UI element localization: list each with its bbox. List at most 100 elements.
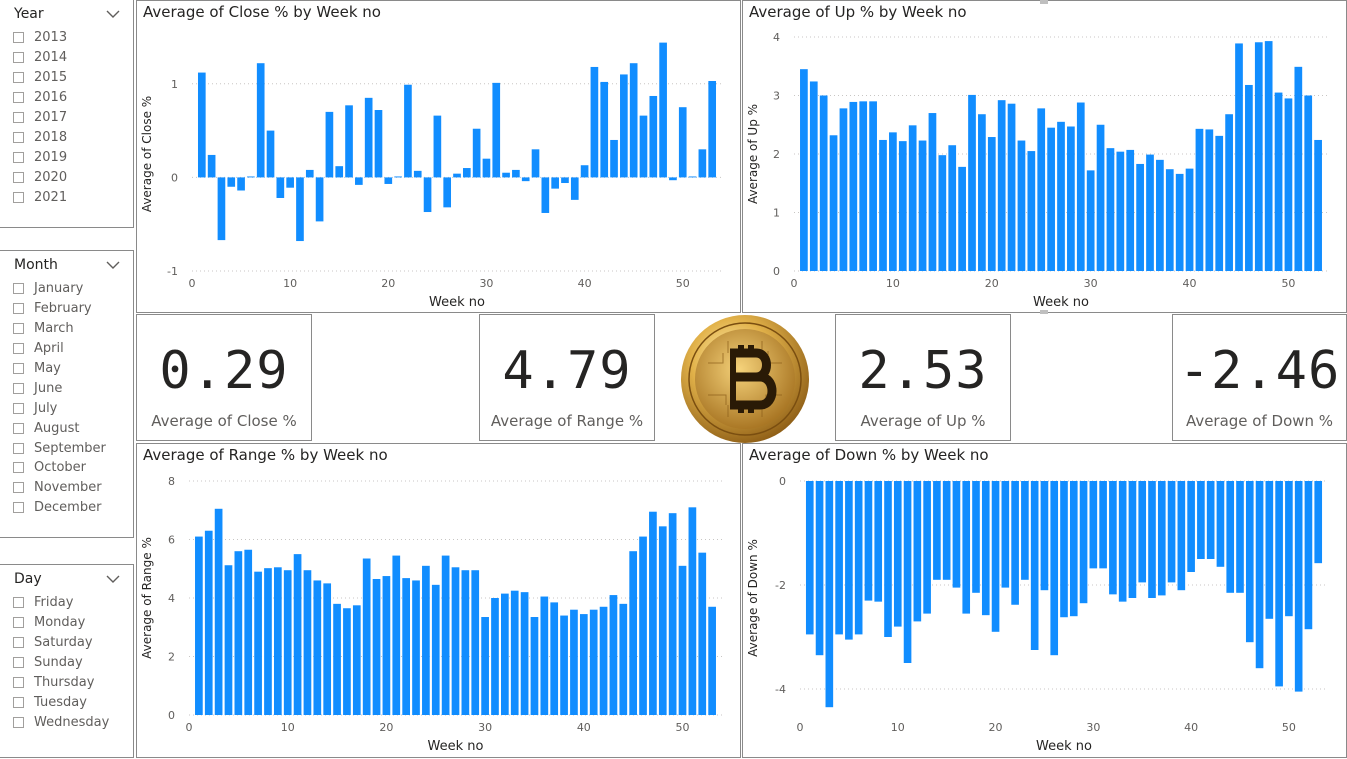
bar[interactable]	[333, 603, 341, 715]
bar[interactable]	[451, 567, 460, 715]
bar[interactable]	[453, 173, 461, 178]
bar[interactable]	[441, 555, 450, 715]
bar[interactable]	[481, 617, 489, 715]
bar[interactable]	[1086, 170, 1095, 271]
year-slicer-header[interactable]: Year	[0, 0, 133, 22]
checkbox[interactable]	[13, 283, 24, 295]
bar[interactable]	[1165, 169, 1174, 271]
bar[interactable]	[512, 169, 520, 178]
checkbox[interactable]	[13, 442, 24, 454]
bar[interactable]	[835, 481, 843, 635]
bar[interactable]	[898, 141, 907, 271]
checkbox[interactable]	[13, 382, 24, 394]
bar[interactable]	[323, 583, 332, 715]
bar[interactable]	[472, 128, 481, 178]
resize-handle[interactable]	[1040, 0, 1048, 4]
checkbox[interactable]	[13, 343, 24, 355]
slicer-option[interactable]: Thursday	[13, 673, 133, 693]
bar[interactable]	[1118, 481, 1127, 602]
bar[interactable]	[1206, 481, 1215, 559]
bar[interactable]	[404, 84, 412, 178]
bar[interactable]	[1215, 135, 1224, 271]
bar[interactable]	[659, 42, 667, 178]
checkbox[interactable]	[13, 171, 24, 183]
bar[interactable]	[1067, 126, 1075, 271]
checkbox[interactable]	[13, 696, 24, 708]
bar[interactable]	[1187, 481, 1195, 572]
slicer-option[interactable]: March	[13, 319, 133, 339]
bar[interactable]	[1128, 481, 1137, 598]
slicer-option[interactable]: 2020	[13, 167, 133, 187]
bar[interactable]	[649, 511, 657, 715]
bar[interactable]	[1017, 140, 1026, 271]
bar[interactable]	[962, 481, 971, 614]
bar[interactable]	[1116, 151, 1125, 271]
bar[interactable]	[461, 570, 470, 715]
checkbox[interactable]	[13, 323, 24, 335]
bar[interactable]	[1255, 481, 1264, 669]
slicer-option[interactable]: Saturday	[13, 633, 133, 653]
bar[interactable]	[800, 69, 808, 271]
bar[interactable]	[658, 526, 667, 715]
bar[interactable]	[668, 513, 677, 715]
bar[interactable]	[590, 66, 599, 178]
bar[interactable]	[394, 176, 402, 178]
bar[interactable]	[1264, 41, 1273, 271]
checkbox[interactable]	[13, 32, 24, 44]
bar[interactable]	[928, 113, 937, 271]
bar[interactable]	[345, 105, 353, 178]
bar[interactable]	[987, 137, 996, 271]
bar[interactable]	[433, 115, 442, 178]
checkbox[interactable]	[13, 597, 24, 609]
bar[interactable]	[893, 481, 902, 627]
bar[interactable]	[678, 107, 687, 178]
bar[interactable]	[254, 571, 262, 715]
bar[interactable]	[819, 95, 828, 272]
bar[interactable]	[599, 606, 608, 715]
bar[interactable]	[908, 125, 917, 272]
checkbox[interactable]	[13, 363, 24, 374]
slicer-option[interactable]: 2018	[13, 127, 133, 147]
bar[interactable]	[315, 177, 324, 222]
bar[interactable]	[1216, 481, 1225, 567]
bar[interactable]	[1007, 103, 1016, 271]
chevron-down-icon[interactable]	[105, 259, 121, 271]
bar[interactable]	[889, 132, 897, 271]
bar[interactable]	[1226, 481, 1235, 593]
bar[interactable]	[492, 82, 501, 178]
bar[interactable]	[1195, 128, 1204, 271]
bar[interactable]	[313, 580, 322, 715]
checkbox[interactable]	[13, 402, 24, 414]
bar[interactable]	[491, 598, 499, 715]
slicer-option[interactable]: Monday	[13, 613, 133, 633]
bar[interactable]	[1265, 481, 1274, 619]
bar[interactable]	[688, 176, 697, 178]
bar[interactable]	[305, 169, 314, 178]
bar[interactable]	[649, 95, 658, 178]
bar[interactable]	[958, 166, 966, 271]
bar[interactable]	[197, 72, 206, 178]
bar[interactable]	[639, 536, 647, 715]
slicer-option[interactable]: February	[13, 299, 133, 319]
bar[interactable]	[839, 108, 848, 272]
bar[interactable]	[372, 578, 381, 715]
slicer-option[interactable]: September	[13, 438, 133, 458]
bar[interactable]	[1079, 481, 1088, 604]
bar[interactable]	[382, 576, 391, 715]
slicer-option[interactable]: 2013	[13, 28, 133, 48]
checkbox[interactable]	[13, 617, 24, 629]
bar[interactable]	[1050, 481, 1059, 656]
bar[interactable]	[1030, 481, 1039, 650]
bar[interactable]	[884, 481, 892, 637]
bar[interactable]	[286, 177, 294, 188]
bar[interactable]	[997, 100, 1006, 272]
bar[interactable]	[1177, 481, 1186, 591]
chevron-down-icon[interactable]	[105, 573, 121, 585]
bar[interactable]	[815, 481, 824, 656]
bar[interactable]	[1245, 84, 1253, 271]
bar[interactable]	[1156, 159, 1164, 271]
bar[interactable]	[1274, 92, 1283, 271]
slicer-option[interactable]: November	[13, 478, 133, 498]
checkbox[interactable]	[13, 462, 24, 474]
bar[interactable]	[698, 149, 707, 178]
